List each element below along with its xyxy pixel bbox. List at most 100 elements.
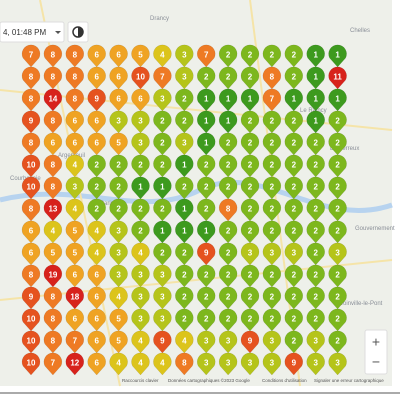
pin[interactable]: 7 (196, 44, 216, 68)
pin[interactable]: 4 (131, 352, 150, 376)
pin[interactable]: 4 (153, 352, 172, 376)
pin[interactable]: 2 (87, 154, 106, 178)
pin[interactable]: 4 (43, 220, 63, 244)
pin[interactable]: 2 (218, 264, 238, 288)
pin[interactable]: 2 (87, 198, 106, 222)
pin[interactable]: 8 (65, 44, 85, 68)
pin[interactable]: 19 (43, 264, 63, 288)
pin[interactable]: 8 (65, 66, 85, 90)
attribution[interactable]: Signaler une erreur cartographique (314, 378, 384, 383)
pin[interactable]: 3 (240, 242, 260, 266)
pin[interactable]: 2 (284, 154, 304, 178)
pin[interactable]: 8 (43, 176, 63, 200)
pin[interactable]: 2 (240, 220, 260, 244)
pin[interactable]: 2 (306, 220, 325, 244)
pin[interactable]: 8 (43, 66, 63, 90)
pin[interactable]: 7 (262, 88, 282, 112)
attribution[interactable]: Conditions d'utilisation (262, 378, 307, 383)
pin[interactable]: 6 (109, 44, 128, 68)
pin[interactable]: 5 (109, 330, 128, 354)
pin[interactable]: 9 (21, 110, 41, 134)
pin[interactable]: 2 (196, 286, 216, 310)
pin[interactable]: 2 (262, 44, 282, 68)
pin[interactable]: 2 (262, 198, 282, 222)
pin[interactable]: 1 (153, 220, 172, 244)
pin[interactable]: 6 (21, 242, 41, 266)
pin[interactable]: 4 (65, 198, 85, 222)
pin[interactable]: 6 (65, 308, 85, 332)
pin[interactable]: 5 (131, 44, 150, 68)
pin[interactable]: 2 (262, 132, 282, 156)
pin[interactable]: 2 (284, 132, 304, 156)
pin[interactable]: 6 (21, 220, 41, 244)
pin[interactable]: 3 (306, 352, 325, 376)
pin[interactable]: 6 (87, 66, 106, 90)
pin[interactable]: 5 (43, 242, 63, 266)
pin[interactable]: 2 (153, 198, 172, 222)
pin[interactable]: 5 (109, 132, 128, 156)
pin[interactable]: 6 (65, 132, 85, 156)
pin[interactable]: 2 (131, 220, 150, 244)
pin[interactable]: 2 (109, 198, 128, 222)
pin[interactable]: 1 (196, 220, 216, 244)
pin[interactable]: 1 (284, 88, 304, 112)
pin[interactable]: 10 (21, 330, 41, 354)
pin[interactable]: 8 (262, 66, 282, 90)
pin[interactable]: 6 (65, 264, 85, 288)
pin[interactable]: 2 (218, 66, 238, 90)
pin[interactable]: 5 (65, 242, 85, 266)
pin[interactable]: 2 (153, 132, 172, 156)
pin[interactable]: 2 (262, 308, 282, 332)
pin[interactable]: 2 (131, 154, 150, 178)
pin[interactable]: 2 (109, 176, 128, 200)
pin[interactable]: 2 (306, 308, 325, 332)
pin[interactable]: 2 (306, 198, 325, 222)
pin[interactable]: 7 (43, 352, 63, 376)
pin[interactable]: 2 (196, 176, 216, 200)
pin[interactable]: 2 (196, 308, 216, 332)
pin[interactable]: 3 (328, 352, 347, 376)
pin[interactable]: 2 (175, 176, 194, 200)
pin[interactable]: 2 (284, 110, 304, 134)
pin[interactable]: 3 (218, 352, 238, 376)
pin[interactable]: 2 (131, 198, 150, 222)
pin[interactable]: 8 (21, 198, 41, 222)
pin[interactable]: 1 (328, 44, 347, 68)
pin[interactable]: 2 (240, 66, 260, 90)
pin[interactable]: 14 (43, 88, 63, 112)
pin[interactable]: 2 (328, 220, 347, 244)
pin[interactable]: 3 (262, 352, 282, 376)
pin[interactable]: 1 (131, 176, 150, 200)
pin[interactable]: 2 (262, 176, 282, 200)
pin[interactable]: 2 (175, 308, 194, 332)
pin[interactable]: 2 (328, 154, 347, 178)
attribution[interactable]: Données cartographiques ©2023 Google (168, 377, 250, 383)
pin[interactable]: 2 (284, 176, 304, 200)
pin[interactable]: 6 (43, 132, 63, 156)
pin[interactable]: 2 (284, 220, 304, 244)
pin[interactable]: 2 (284, 286, 304, 310)
attribution[interactable]: Raccourcis clavier (122, 378, 159, 383)
pin[interactable]: 2 (306, 264, 325, 288)
pin[interactable]: 3 (196, 352, 216, 376)
pin[interactable]: 7 (65, 330, 85, 354)
pin[interactable]: 9 (240, 330, 260, 354)
pin[interactable]: 9 (196, 242, 216, 266)
pin[interactable]: 1 (306, 88, 325, 112)
pin[interactable]: 2 (328, 132, 347, 156)
pin[interactable]: 3 (328, 242, 347, 266)
pin[interactable]: 2 (328, 286, 347, 310)
pin[interactable]: 2 (218, 220, 238, 244)
pin[interactable]: 10 (21, 154, 41, 178)
pin[interactable]: 2 (109, 154, 128, 178)
pin[interactable]: 3 (131, 110, 150, 134)
pin[interactable]: 3 (153, 88, 172, 112)
pin[interactable]: 10 (21, 176, 41, 200)
pin[interactable]: 2 (218, 132, 238, 156)
pin[interactable]: 3 (240, 352, 260, 376)
pin[interactable]: 2 (196, 66, 216, 90)
pin[interactable]: 2 (153, 242, 172, 266)
pin[interactable]: 1 (175, 154, 194, 178)
pin[interactable]: 3 (175, 44, 194, 68)
pin[interactable]: 2 (284, 264, 304, 288)
